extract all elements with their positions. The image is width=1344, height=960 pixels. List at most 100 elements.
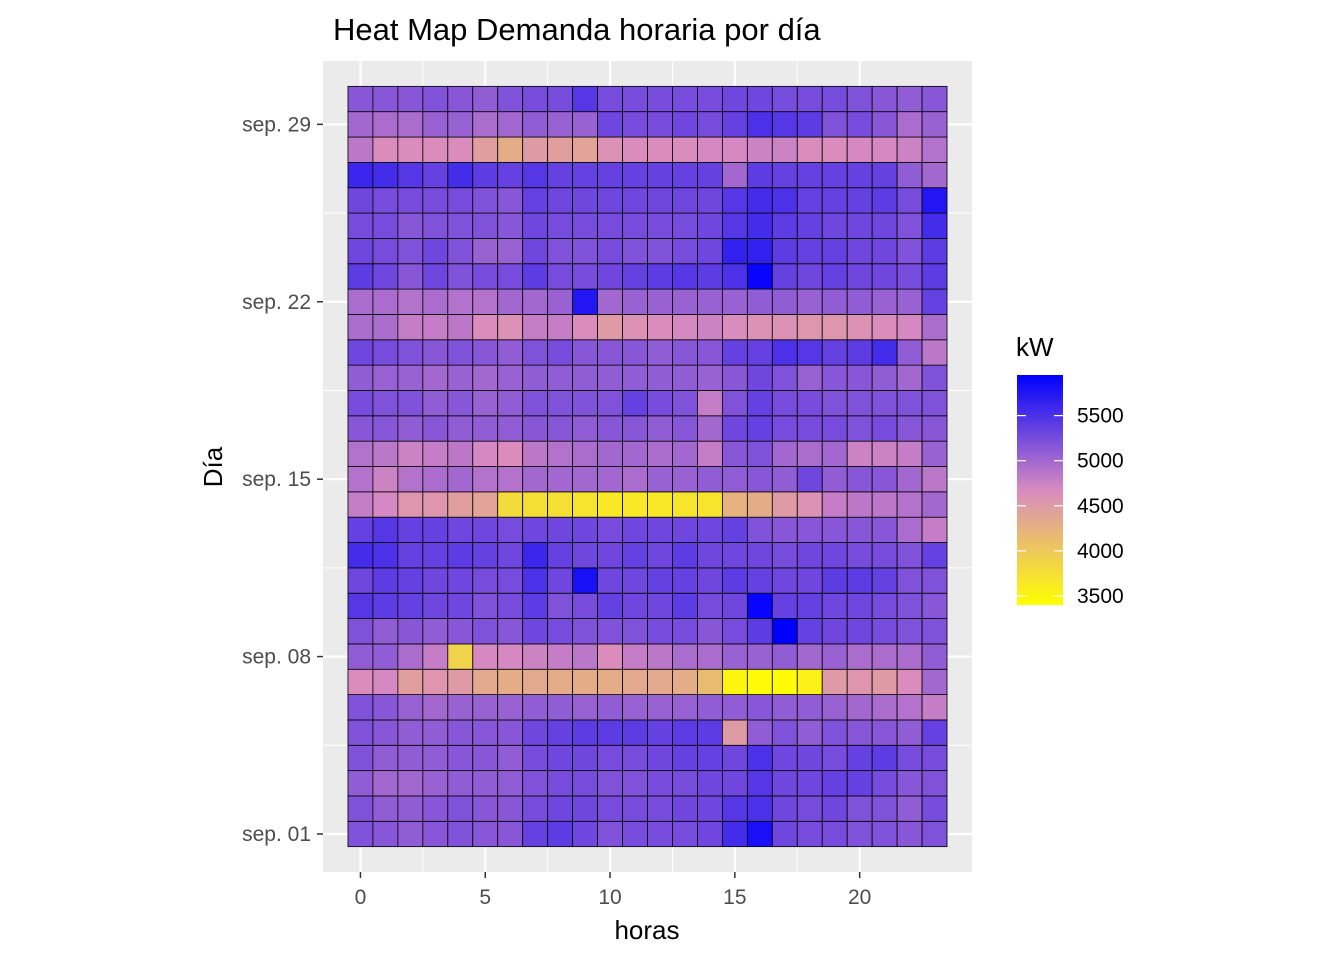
heatmap-cell [746,618,773,645]
heatmap-cell [347,415,374,442]
heatmap-cell [896,795,923,822]
heatmap-cell [622,238,648,265]
heatmap-cell [572,187,598,214]
heatmap-cell [472,516,499,543]
heatmap-cell [721,567,748,594]
heatmap-cell [572,542,598,569]
heatmap-cell [846,440,873,467]
heatmap-cell [771,339,798,366]
heatmap-cell [647,491,673,518]
heatmap-cell [647,212,673,239]
heatmap-cell [796,339,823,366]
heatmap-cell [472,111,499,138]
heatmap-cell [497,618,524,645]
heatmap-cell [721,212,748,239]
heatmap-cell [647,744,673,772]
heatmap-cell [597,491,623,518]
heatmap-cell [572,339,598,366]
heatmap-cell [522,643,549,670]
heatmap-cell [447,643,474,670]
heatmap-cell [447,466,474,493]
heatmap-cell [447,314,474,341]
heatmap-cell [871,744,898,772]
heatmap-cell [896,212,923,239]
heatmap-cell [347,314,374,341]
heatmap-cell [647,694,673,721]
heatmap-cell [597,466,623,493]
heatmap-cell [347,111,374,138]
heatmap-cell [472,440,499,467]
heatmap-cell [672,111,698,138]
heatmap-cell [622,542,648,569]
heatmap-cell [497,440,524,467]
heatmap-cell [572,415,598,442]
heatmap-cell [746,263,773,290]
heatmap-cell [397,415,424,442]
y-axis-title: Día [198,446,228,487]
heatmap-cell [472,85,499,113]
heatmap-cell [921,187,948,214]
heatmap-cell [672,516,698,543]
heatmap-cell [647,643,673,670]
heatmap-cell [871,212,898,239]
heatmap-cell [372,136,399,163]
heatmap-cell [647,364,673,391]
heatmap-cell [697,111,723,138]
heatmap-cell [347,719,374,746]
heatmap-cell [622,770,648,797]
heatmap-cell [896,694,923,721]
heatmap-cell [597,111,623,138]
heatmap-cell [846,263,873,290]
heatmap-cell [721,491,748,518]
heatmap-cell [347,795,374,822]
heatmap-cell [497,491,524,518]
heatmap-cell [796,288,823,315]
heatmap-cell [871,719,898,746]
heatmap-cell [771,364,798,391]
heatmap-cell [821,491,848,518]
heatmap-cell [522,466,549,493]
heatmap-cell [771,390,798,417]
heatmap-cell [871,339,898,366]
heatmap-cell [796,314,823,341]
heatmap-cell [372,111,399,138]
heatmap-cell [622,820,648,848]
heatmap-cell [697,314,723,341]
heatmap-cell [771,491,798,518]
heatmap-cell [647,542,673,569]
heatmap-cell [597,440,623,467]
heatmap-cell [372,415,399,442]
heatmap-cell [721,187,748,214]
heatmap-cell [697,415,723,442]
heatmap-cell [497,643,524,670]
heatmap-cell [422,288,449,315]
heatmap-cell [896,440,923,467]
heatmap-cell [572,491,598,518]
heatmap-cell [721,592,748,619]
heatmap-cell [771,668,798,695]
heatmap-cell [447,820,474,848]
heatmap-cell [372,618,399,645]
heatmap-cell [422,643,449,670]
heatmap-cell [746,440,773,467]
heatmap-cell [896,85,923,113]
heatmap-cell [746,719,773,746]
heatmap-cell [896,339,923,366]
heatmap-cell [397,263,424,290]
heatmap-cell [771,136,798,163]
heatmap-cell [896,643,923,670]
heatmap-cell [447,288,474,315]
heatmap-cell [647,592,673,619]
heatmap-cell [547,694,574,721]
heatmap-cell [871,440,898,467]
heatmap-cell [921,491,948,518]
heatmap-cell [547,592,574,619]
heatmap-cell [771,263,798,290]
heatmap-cell [397,212,424,239]
heatmap-cell [622,212,648,239]
heatmap-cell [697,694,723,721]
heatmap-cell [447,719,474,746]
heatmap-cell [647,440,673,467]
heatmap-cell [597,136,623,163]
heatmap-cell [622,364,648,391]
